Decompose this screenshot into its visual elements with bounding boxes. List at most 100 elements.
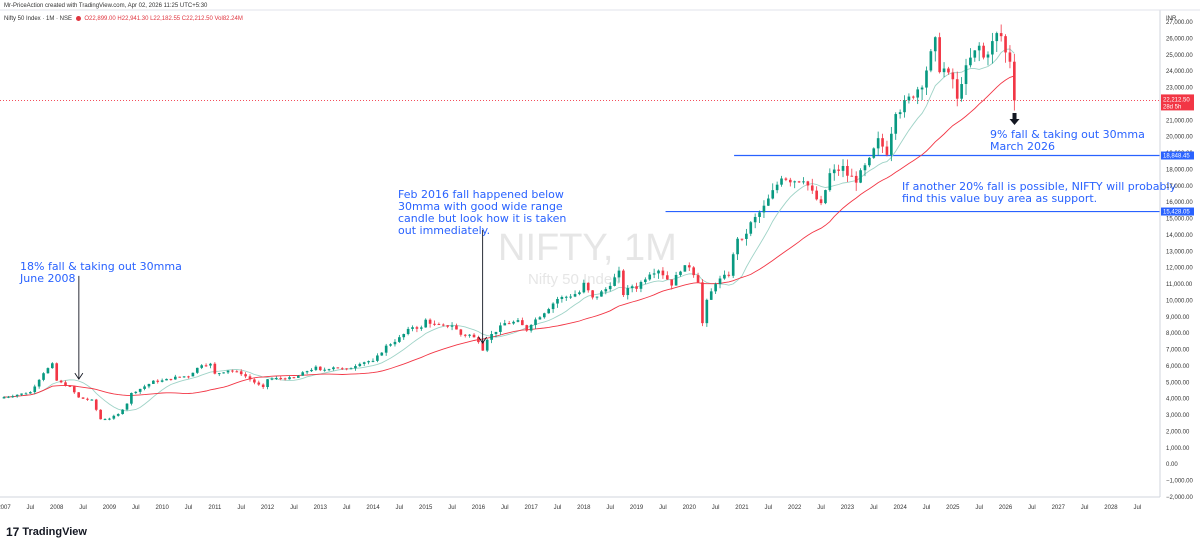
candle-body bbox=[376, 355, 379, 361]
tradingview-logo[interactable]: 17 TradingView bbox=[6, 525, 87, 539]
x-tick-label: Jul bbox=[132, 505, 140, 511]
candle-body bbox=[68, 385, 72, 387]
candle-body bbox=[933, 37, 937, 52]
current-price-label: 22,212.50 bbox=[1163, 97, 1190, 103]
x-tick-label: 2007 bbox=[0, 505, 11, 511]
candle-body bbox=[446, 325, 449, 327]
candle-body bbox=[529, 324, 533, 331]
candle-body bbox=[784, 178, 788, 180]
x-tick-label: Jul bbox=[712, 505, 720, 511]
candle-body bbox=[235, 371, 239, 373]
candle-body bbox=[147, 383, 151, 387]
candle-body bbox=[938, 37, 941, 73]
candle-body bbox=[94, 399, 98, 410]
candle-body bbox=[736, 238, 739, 255]
candle-body bbox=[358, 363, 362, 367]
candle-body bbox=[371, 360, 375, 362]
candle-body bbox=[406, 328, 410, 335]
candle-body bbox=[753, 216, 757, 223]
candle-body bbox=[850, 175, 854, 177]
annotation-2008-arrow-head bbox=[74, 372, 84, 380]
candle-body bbox=[604, 289, 608, 292]
candle-body bbox=[51, 363, 54, 369]
candle-body bbox=[72, 386, 76, 393]
candle-body bbox=[481, 342, 485, 351]
candle-body bbox=[648, 274, 652, 280]
y-tick-label: 5,000.00 bbox=[1166, 380, 1190, 386]
candle-body bbox=[459, 329, 463, 335]
y-tick-label: 10,000.00 bbox=[1166, 298, 1193, 304]
candle-body bbox=[608, 285, 612, 290]
candle-body bbox=[55, 363, 59, 381]
candle-body bbox=[424, 319, 428, 328]
candle-body bbox=[578, 292, 581, 295]
candle-body bbox=[323, 369, 326, 371]
support-level-label: 18,848.45 bbox=[1163, 154, 1190, 160]
candle-body bbox=[797, 181, 801, 183]
x-tick-label: 2014 bbox=[366, 505, 380, 511]
candle-body bbox=[898, 112, 902, 115]
candle-body bbox=[644, 279, 647, 283]
candle-body bbox=[437, 324, 441, 326]
candle-body bbox=[455, 325, 458, 330]
x-tick-label: 2009 bbox=[103, 505, 117, 511]
x-tick-label: Jul bbox=[870, 505, 878, 511]
candle-body bbox=[499, 325, 502, 332]
symbol-name[interactable]: Nifty 50 Index · 1M · NSE bbox=[4, 16, 73, 23]
candle-body bbox=[384, 345, 388, 353]
candle-body bbox=[683, 265, 687, 272]
candle-body bbox=[103, 419, 107, 421]
candle-body bbox=[613, 277, 616, 286]
candle-body bbox=[960, 84, 963, 99]
candle-body bbox=[973, 50, 977, 58]
ma-fast-line bbox=[3, 48, 1015, 412]
candle-body bbox=[516, 320, 520, 322]
symbol-legend[interactable]: Nifty 50 Index · 1M · NSE O22,899.00 H22… bbox=[4, 16, 243, 22]
y-tick-label: −1,000.00 bbox=[1166, 479, 1194, 485]
support-level-tag bbox=[1161, 207, 1194, 216]
candle-body bbox=[696, 275, 700, 283]
candle-body bbox=[903, 100, 906, 113]
x-tick-label: 2008 bbox=[50, 505, 64, 511]
y-tick-label: 17,000.00 bbox=[1166, 184, 1193, 190]
candle-body bbox=[854, 175, 858, 183]
x-tick-label: 2026 bbox=[999, 505, 1013, 511]
candle-body bbox=[859, 170, 862, 183]
candle-body bbox=[802, 181, 805, 183]
candle-body bbox=[639, 282, 643, 289]
x-tick-label: 2018 bbox=[577, 505, 591, 511]
candle-body bbox=[916, 89, 920, 98]
ohlc-values: O22,899.00 H22,941.30 L22,182.55 C22,212… bbox=[84, 16, 243, 23]
candle-body bbox=[125, 403, 129, 410]
candle-body bbox=[1004, 36, 1007, 53]
x-tick-label: Jul bbox=[343, 505, 351, 511]
candle-body bbox=[275, 377, 278, 379]
x-tick-label: Jul bbox=[185, 505, 193, 511]
candle-body bbox=[152, 380, 155, 384]
candle-body bbox=[600, 291, 603, 297]
candle-body bbox=[665, 275, 669, 280]
candle-body bbox=[354, 366, 357, 369]
candle-body bbox=[780, 178, 783, 185]
candle-body bbox=[336, 367, 340, 369]
candle-body bbox=[925, 70, 928, 88]
candle-body bbox=[911, 96, 915, 98]
candle-body bbox=[661, 270, 665, 276]
currency-label: INR bbox=[1166, 16, 1177, 22]
candle-body bbox=[37, 379, 41, 387]
candle-body bbox=[138, 388, 142, 392]
x-tick-label: 2022 bbox=[788, 505, 802, 511]
candle-body bbox=[187, 376, 190, 378]
candle-body bbox=[46, 368, 50, 374]
candle-body bbox=[428, 319, 432, 324]
y-tick-label: 3,000.00 bbox=[1166, 413, 1190, 419]
candle-body bbox=[832, 169, 836, 174]
annotation-support-text: find this value buy area as support. bbox=[902, 192, 1097, 205]
y-tick-label: 18,000.00 bbox=[1166, 167, 1193, 173]
x-tick-label: 2010 bbox=[155, 505, 169, 511]
candle-body bbox=[749, 222, 753, 234]
candle-body bbox=[367, 361, 370, 363]
annotation-2016-text: 30mma with good wide range bbox=[398, 200, 563, 213]
candle-body bbox=[991, 41, 994, 55]
